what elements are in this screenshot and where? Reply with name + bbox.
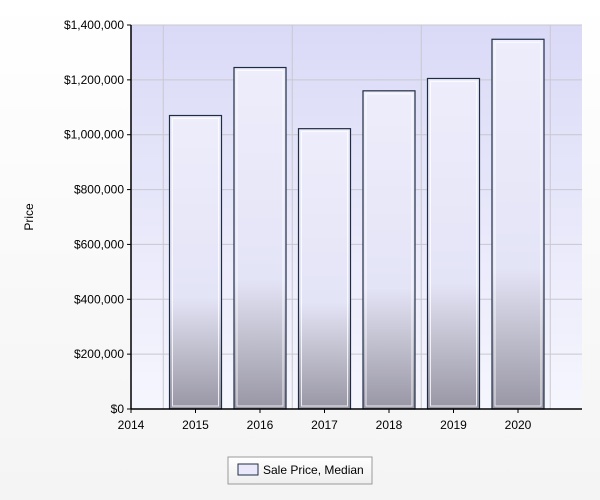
x-tick-label: 2016: [247, 418, 274, 432]
x-tick-label: 2017: [311, 418, 338, 432]
y-axis-title: Price: [22, 203, 36, 231]
y-tick-label: $800,000: [74, 183, 124, 197]
bar-highlight-2020: [494, 41, 542, 407]
x-tick-labels: 2014 2015 2016 2017 2018 2019 2020: [118, 418, 532, 432]
legend: Sale Price, Median: [227, 456, 373, 485]
y-tick-label: $1,000,000: [64, 128, 124, 142]
axes: [127, 24, 582, 413]
legend-swatch: [237, 463, 259, 476]
bar-2015: [168, 114, 223, 410]
bar-2020: [491, 38, 545, 410]
bar-2016: [233, 66, 287, 410]
bar-2017: [297, 128, 352, 410]
bar-2018: [362, 90, 416, 410]
x-tick-label: 2018: [376, 418, 403, 432]
bars: [168, 38, 545, 410]
bar-highlight-2017: [301, 131, 348, 407]
y-tick-label: $200,000: [74, 347, 124, 361]
bar-highlight-2016: [236, 70, 284, 407]
bar-highlight-2019: [430, 80, 477, 407]
x-tick-label: 2019: [440, 418, 467, 432]
bar-highlight-2018: [365, 93, 413, 407]
x-tick-label: 2014: [118, 418, 145, 432]
y-tick-label: $0: [111, 402, 125, 416]
y-tick-labels: $0 $200,000 $400,000 $600,000 $800,000 $1,000…: [64, 18, 124, 416]
y-tick-label: $1,200,000: [64, 73, 124, 87]
x-tick-label: 2020: [505, 418, 532, 432]
y-tick-label: $1,400,000: [64, 18, 124, 32]
bar-2019: [426, 77, 481, 410]
x-tick-label: 2015: [182, 418, 209, 432]
bar-highlight-2015: [172, 118, 219, 407]
y-tick-label: $400,000: [74, 292, 124, 306]
y-tick-label: $600,000: [74, 237, 124, 251]
legend-label: Sale Price, Median: [263, 463, 364, 477]
